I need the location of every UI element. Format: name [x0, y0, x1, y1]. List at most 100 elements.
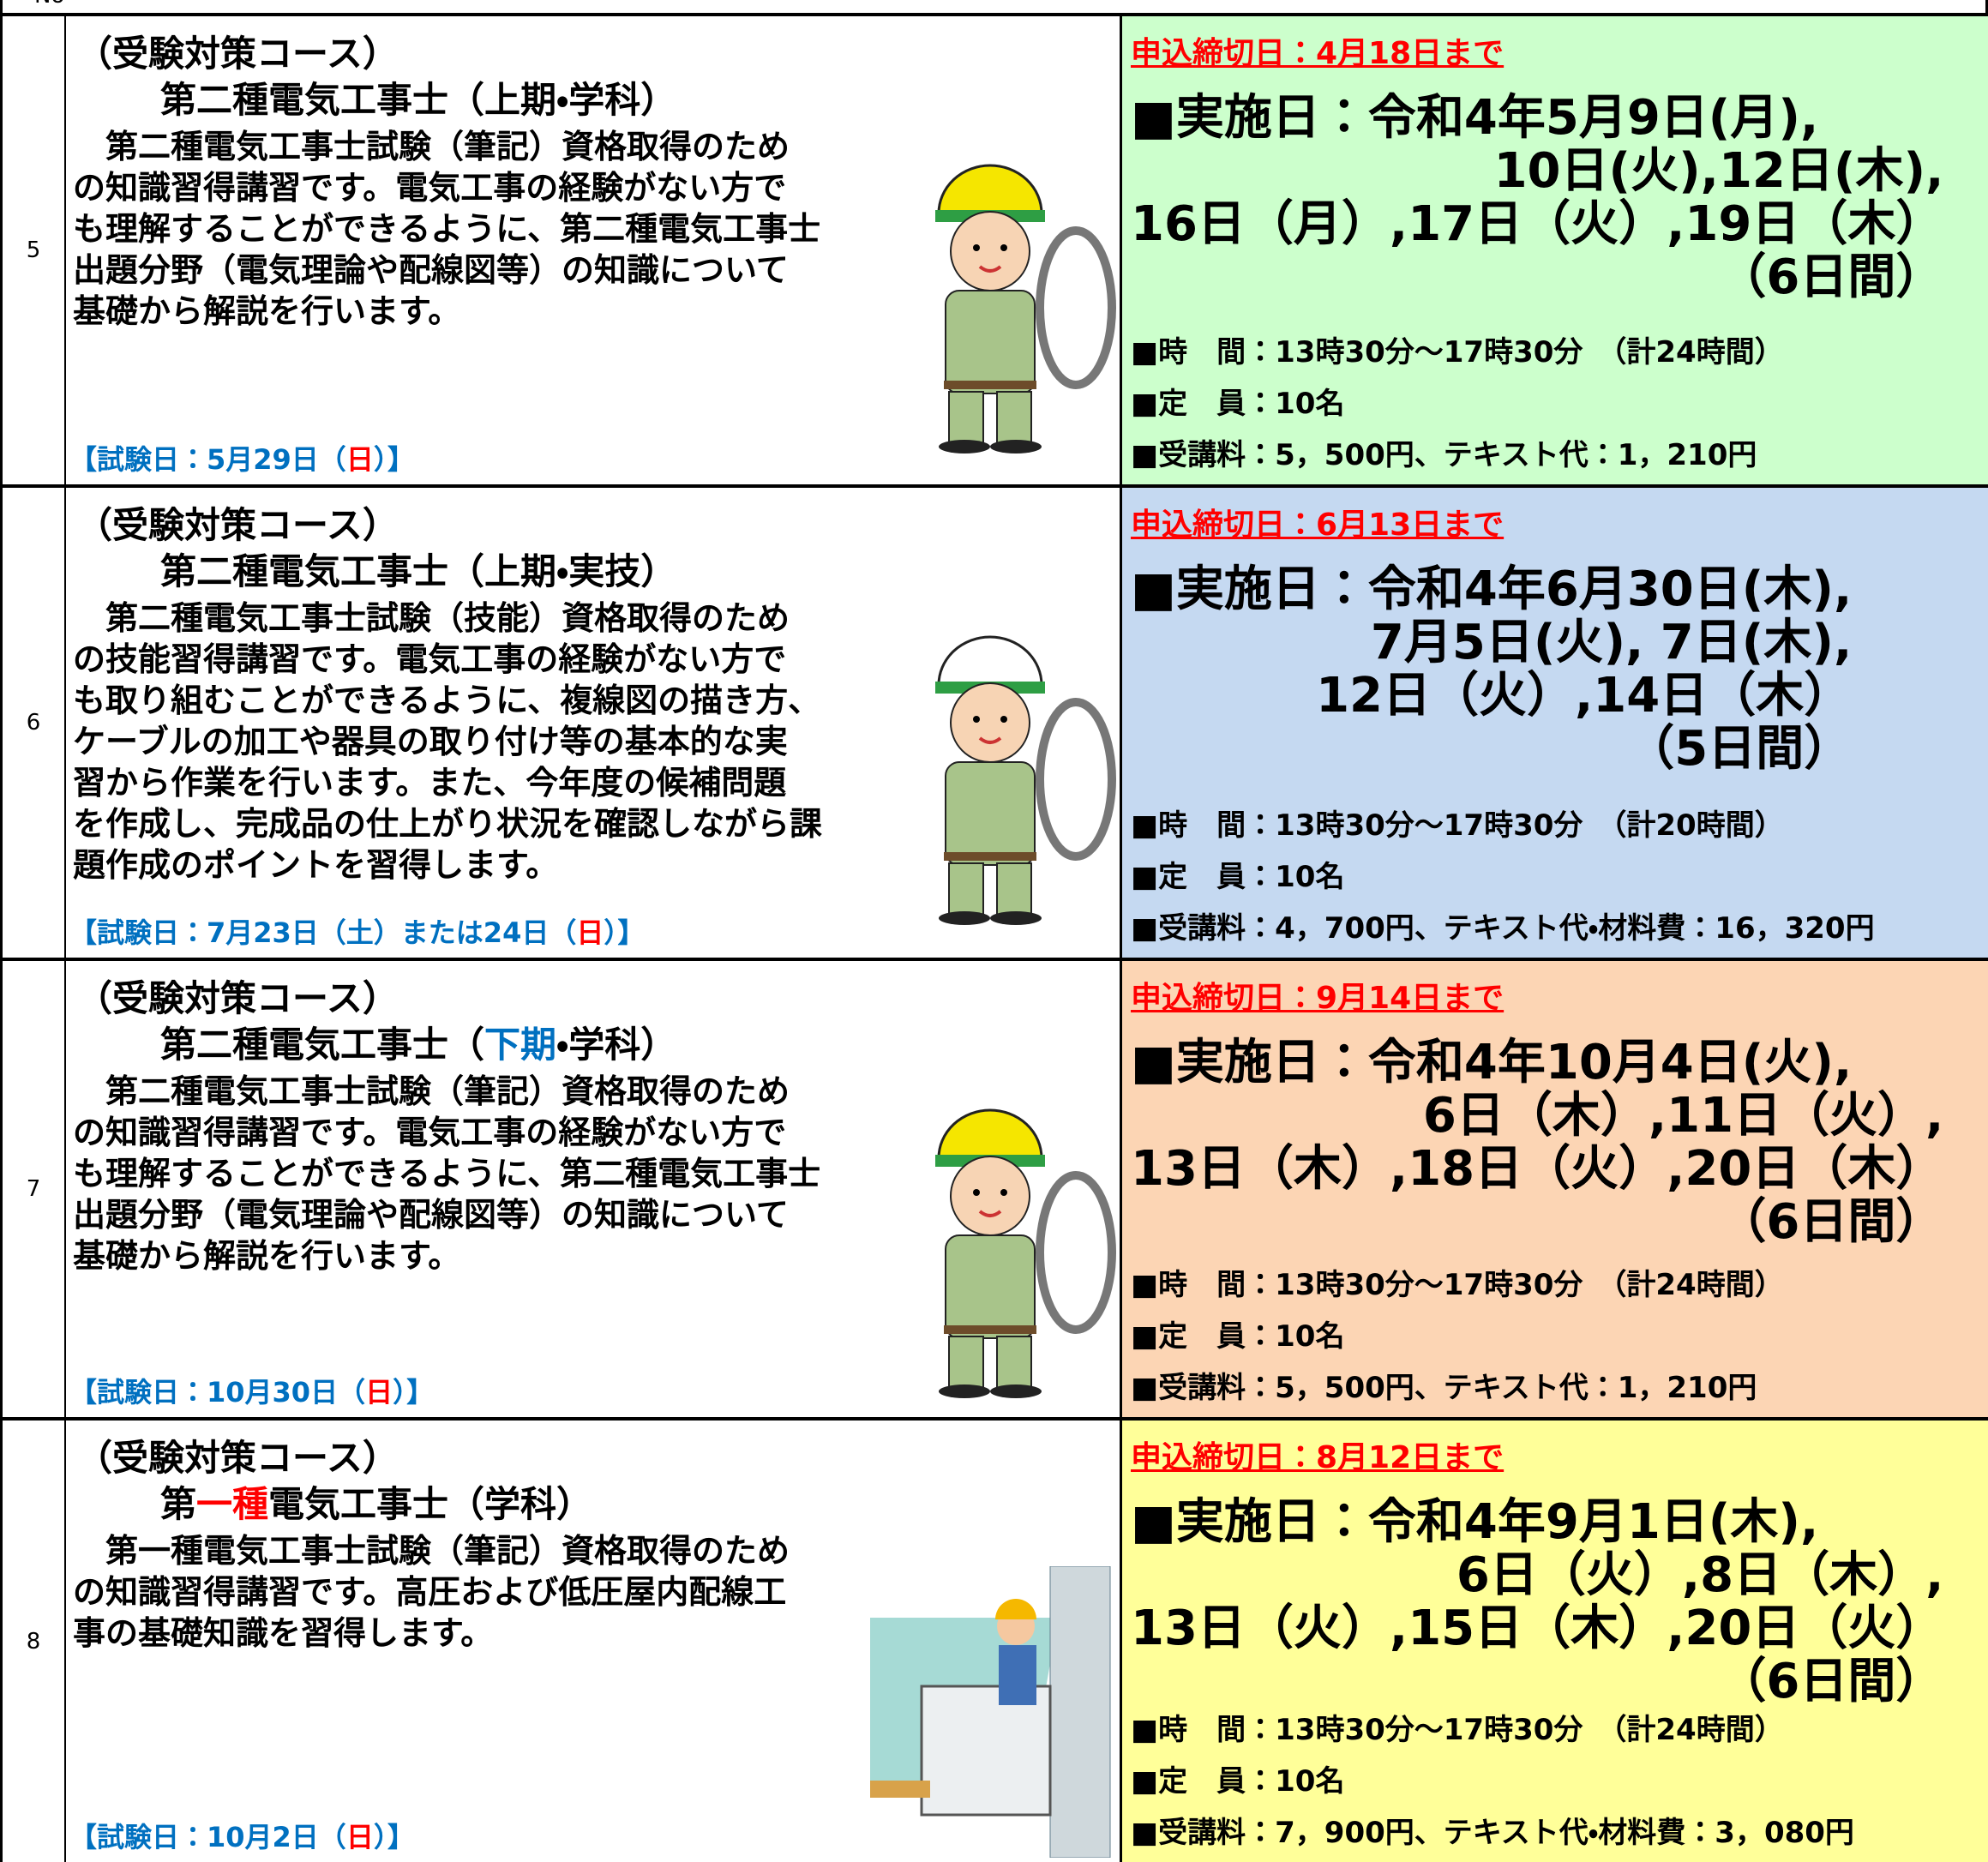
- description-line: の技能習得講習です。電気工事の経験がない方で: [73, 640, 787, 678]
- schedule-line: 12日（火）,14日（木）: [1316, 668, 1853, 724]
- description-line: 第二種電気工事士試験（筆記）資格取得のため: [73, 128, 790, 165]
- schedule-line: ■実施日：令和4年10月4日(火),: [1131, 1035, 1853, 1090]
- fee: ■受講料：7，900円、テキスト代・材料費：3，080円: [1131, 1816, 1854, 1850]
- text-segment: 日: [576, 916, 604, 949]
- illustration: [839, 1565, 1111, 1859]
- schedule-line: 6日（木）,11日（火）,: [1422, 1088, 1944, 1144]
- schedule-panel: 申込締切日：4月18日まで ■実施日：令和4年5月9日(月), 10日(火),12日…: [1122, 16, 1988, 484]
- time: ■時 間：13時30分～17時30分 （計24時間）: [1131, 1713, 1784, 1747]
- fee: ■受講料：5，500円、テキスト代：1，210円: [1131, 438, 1757, 472]
- deadline: 申込締切日：6月13日まで: [1131, 508, 1505, 543]
- text-segment: ）】: [604, 916, 646, 949]
- description-line: ケーブルの加工や器具の取り付け等の基本的な実: [73, 723, 788, 760]
- schedule-line: ■実施日：令和4年6月30日(木),: [1131, 562, 1853, 617]
- course-title: 第二種電気工事士（上期・実技）: [160, 543, 676, 595]
- description-line: 基礎から解説を行います。: [73, 292, 461, 330]
- illustration-box: [870, 634, 1179, 928]
- row-number: 8: [3, 1421, 66, 1862]
- time: ■時 間：13時30分～17時30分 （計24時間）: [1131, 335, 1784, 369]
- schedule-panel: 申込締切日：8月12日まで ■実施日：令和4年9月1日(木), 6日（火）,8日（木…: [1122, 1421, 1988, 1862]
- schedule-line: （5日間）: [1626, 721, 1853, 777]
- time: ■時 間：13時30分～17時30分 （計24時間）: [1131, 1268, 1784, 1302]
- schedule-panel: 申込締切日：6月13日まで ■実施日：令和4年6月30日(木), 7月5日(火), …: [1122, 488, 1988, 958]
- text-segment: 第二種電気工事士（: [160, 1024, 485, 1066]
- text-segment: ）】: [393, 1376, 435, 1409]
- description: 第二種電気工事士試験（筆記）資格取得のため の知識習得講習です。電気工事の経験がな…: [73, 1071, 820, 1276]
- schedule: ■実施日：令和4年9月1日(木), 6日（火）,8日（木）, 13日（火）,15日（…: [1131, 1496, 1943, 1709]
- description-line: 習から作業を行います。また、今年度の候補問題: [73, 764, 787, 802]
- capacity: ■定 員：10名: [1131, 860, 1345, 894]
- course-row: 6 （受験対策コース） 第二種電気工事士（上期・実技） 第二種電気工事士試験（技能）…: [3, 484, 1988, 958]
- course-info: （受験対策コース） 第二種電気工事士（上期・学科） 第二種電気工事士試験（筆記）資…: [66, 16, 1122, 484]
- illustration: [935, 635, 1116, 925]
- text-segment: 第二種電気工事士（上期・実技）: [160, 550, 677, 592]
- text-segment: 一種: [196, 1483, 269, 1525]
- deadline: 申込締切日：4月18日まで: [1131, 36, 1505, 71]
- deadline: 申込締切日：9月14日まで: [1131, 981, 1505, 1016]
- text-segment: 【試験日：10月2日（: [69, 1821, 346, 1853]
- schedule-panel: 申込締切日：9月14日まで ■実施日：令和4年10月4日(火), 6日（木）,11日…: [1122, 961, 1988, 1417]
- course-row: 7 （受験対策コース） 第二種電気工事士（下期・学科） 第二種電気工事士試験（筆記）…: [3, 958, 1988, 1417]
- description-line: の知識習得講習です。電気工事の経験がない方で: [73, 169, 787, 207]
- course-label: （受験対策コース）: [76, 1437, 399, 1479]
- text-segment: 電気工事士（学科）: [268, 1483, 593, 1525]
- row-number: 7: [3, 961, 66, 1417]
- text-segment: ・学科）: [556, 1024, 677, 1066]
- schedule: ■実施日：令和4年6月30日(木), 7月5日(火), 7日(木), 12日（火）,…: [1131, 563, 1852, 776]
- details: ■時 間：13時30分～17時30分 （計24時間） ■定 員：10名 ■受講料：5…: [1131, 327, 1784, 481]
- schedule-line: （6日間）: [1718, 249, 1944, 305]
- row-number: 5: [3, 16, 66, 484]
- description-line: 基礎から解説を行います。: [73, 1237, 461, 1275]
- header-no: No: [34, 0, 64, 9]
- fee: ■受講料：5，500円、テキスト代：1，210円: [1131, 1371, 1757, 1405]
- description-line: 第二種電気工事士試験（技能）資格取得のため: [73, 599, 790, 637]
- course-info: （受験対策コース） 第二種電気工事士（下期・学科） 第二種電気工事士試験（筆記）資…: [66, 961, 1122, 1417]
- details: ■時 間：13時30分～17時30分 （計24時間） ■定 員：10名 ■受講料：7…: [1131, 1704, 1854, 1859]
- description: 第二種電気工事士試験（技能）資格取得のため の技能習得講習です。電気工事の経験がな…: [73, 598, 822, 886]
- schedule-line: 13日（木）,18日（火）,20日（木）: [1131, 1141, 1944, 1197]
- course-info: （受験対策コース） 第一種電気工事士（学科） 第一種電気工事士試験（筆記）資格取得…: [66, 1421, 1122, 1862]
- course-row: 8 （受験対策コース） 第一種電気工事士（学科） 第一種電気工事士試験（筆記）資格取…: [3, 1417, 1988, 1862]
- text-segment: 【試験日：5月29日（: [69, 443, 346, 476]
- description-line: 出題分野（電気理論や配線図等）の知識について: [73, 1196, 789, 1234]
- description-line: 事の基礎知識を習得します。: [73, 1614, 494, 1652]
- description-line: も理解することができるように、第二種電気工事士: [73, 1155, 821, 1192]
- course-label: （受験対策コース）: [76, 504, 399, 546]
- details: ■時 間：13時30分～17時30分 （計20時間） ■定 員：10名 ■受講料：4…: [1131, 800, 1875, 954]
- schedule-line: 16日（月）,17日（火）,19日（木）: [1131, 196, 1944, 252]
- schedule-line: 6日（火）,8日（木）,: [1456, 1547, 1944, 1603]
- text-segment: 【試験日：10月30日（: [69, 1376, 366, 1409]
- description-line: 第一種電気工事士試験（筆記）資格取得のため: [73, 1532, 790, 1570]
- schedule-line: 13日（火）,15日（木）,20日（火）: [1131, 1601, 1944, 1656]
- schedule: ■実施日：令和4年5月9日(月), 10日(火),12日(木), 16日（月）,17…: [1131, 92, 1943, 304]
- illustration-box: [870, 1107, 1179, 1402]
- text-segment: 日: [345, 1821, 374, 1853]
- description: 第一種電気工事士試験（筆記）資格取得のため の知識習得講習です。高圧および低圧屋内…: [73, 1530, 790, 1654]
- description-line: 出題分野（電気理論や配線図等）の知識について: [73, 251, 789, 289]
- course-title: 第一種電気工事士（学科）: [160, 1475, 592, 1528]
- schedule: ■実施日：令和4年10月4日(火), 6日（木）,11日（火）, 13日（木）,18…: [1131, 1036, 1943, 1249]
- description-line: も取り組むことができるように、複線図の描き方、: [73, 682, 821, 719]
- description-line: の知識習得講習です。高圧および低圧屋内配線工: [73, 1573, 787, 1611]
- illustration: [935, 1108, 1116, 1398]
- schedule-line: （6日間）: [1718, 1194, 1944, 1250]
- text-segment: 下期: [484, 1024, 557, 1066]
- schedule-line: 7月5日(火), 7日(木),: [1370, 615, 1853, 670]
- course-title: 第二種電気工事士（上期・学科）: [160, 71, 676, 123]
- course-row: 5 （受験対策コース） 第二種電気工事士（上期・学科） 第二種電気工事士試験（筆記）…: [3, 13, 1988, 484]
- time: ■時 間：13時30分～17時30分 （計20時間）: [1131, 808, 1784, 843]
- schedule-line: （6日間）: [1718, 1654, 1944, 1709]
- text-segment: 日: [345, 443, 374, 476]
- deadline: 申込締切日：8月12日まで: [1131, 1440, 1505, 1475]
- schedule-line: 10日(火),12日(木),: [1493, 143, 1944, 199]
- text-segment: 第: [160, 1483, 197, 1525]
- course-label: （受験対策コース）: [76, 33, 399, 75]
- fee: ■受講料：4，700円、テキスト代・材料費：16，320円: [1131, 911, 1875, 946]
- exam-date: 【試験日：7月23日（土）または24日（日）】: [69, 911, 645, 951]
- course-title: 第二種電気工事士（下期・学科）: [160, 1016, 676, 1068]
- text-segment: 第二種電気工事士（上期・学科）: [160, 79, 677, 121]
- description: 第二種電気工事士試験（筆記）資格取得のため の知識習得講習です。電気工事の経験がな…: [73, 126, 820, 332]
- description-line: を作成し、完成品の仕上がり状況を確認しながら課: [73, 805, 823, 843]
